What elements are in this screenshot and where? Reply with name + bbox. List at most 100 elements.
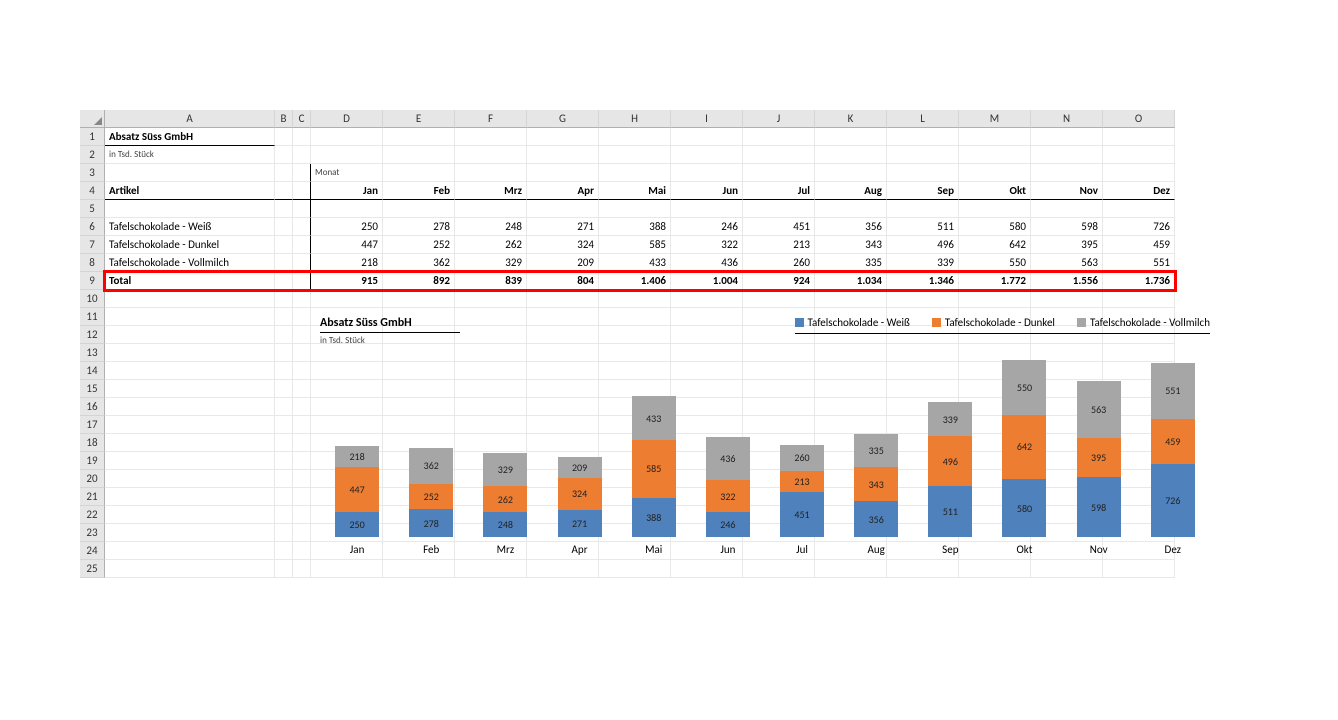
- cell[interactable]: [383, 164, 455, 182]
- cell[interactable]: [383, 128, 455, 146]
- cell[interactable]: 213: [743, 236, 815, 254]
- cell[interactable]: [455, 146, 527, 164]
- cell[interactable]: [275, 344, 293, 362]
- row-header-14[interactable]: 14: [80, 362, 105, 380]
- row-header-22[interactable]: 22: [80, 506, 105, 524]
- cell[interactable]: [293, 344, 311, 362]
- cell[interactable]: [815, 128, 887, 146]
- row-header-24[interactable]: 24: [80, 542, 105, 560]
- cell[interactable]: [671, 290, 743, 308]
- row-header-6[interactable]: 6: [80, 218, 105, 236]
- cell[interactable]: [815, 290, 887, 308]
- cell[interactable]: [105, 200, 275, 218]
- cell[interactable]: [105, 380, 275, 398]
- cell[interactable]: [293, 434, 311, 452]
- cell[interactable]: 209: [527, 254, 599, 272]
- row-header-11[interactable]: 11: [80, 308, 105, 326]
- cell[interactable]: [105, 434, 275, 452]
- col-header-J[interactable]: J: [743, 110, 815, 128]
- cell[interactable]: Mai: [599, 182, 671, 200]
- cell[interactable]: [599, 164, 671, 182]
- cell[interactable]: 356: [815, 218, 887, 236]
- col-header-F[interactable]: F: [455, 110, 527, 128]
- cell[interactable]: [105, 560, 275, 578]
- cell[interactable]: [1103, 146, 1175, 164]
- cell[interactable]: [599, 146, 671, 164]
- cell[interactable]: [815, 146, 887, 164]
- cell[interactable]: [815, 200, 887, 218]
- cell[interactable]: [275, 434, 293, 452]
- cell[interactable]: [293, 470, 311, 488]
- cell[interactable]: [105, 488, 275, 506]
- col-header-B[interactable]: B: [275, 110, 293, 128]
- cell[interactable]: [383, 146, 455, 164]
- cell[interactable]: [293, 506, 311, 524]
- cell[interactable]: [599, 200, 671, 218]
- cell[interactable]: Okt: [959, 182, 1031, 200]
- cell[interactable]: [1031, 164, 1103, 182]
- cell[interactable]: Mrz: [455, 182, 527, 200]
- row-header-10[interactable]: 10: [80, 290, 105, 308]
- cell[interactable]: [1031, 128, 1103, 146]
- row-header-3[interactable]: 3: [80, 164, 105, 182]
- cell[interactable]: [455, 290, 527, 308]
- cell[interactable]: [293, 290, 311, 308]
- cell[interactable]: Feb: [383, 182, 455, 200]
- cell[interactable]: 322: [671, 236, 743, 254]
- cell[interactable]: [1103, 200, 1175, 218]
- cell[interactable]: [275, 542, 293, 560]
- cell[interactable]: [743, 146, 815, 164]
- cell[interactable]: [275, 200, 293, 218]
- cell[interactable]: [275, 470, 293, 488]
- cell[interactable]: 252: [383, 236, 455, 254]
- row-header-17[interactable]: 17: [80, 416, 105, 434]
- cell[interactable]: 262: [455, 236, 527, 254]
- cell[interactable]: [275, 524, 293, 542]
- cell[interactable]: [105, 470, 275, 488]
- cell[interactable]: [599, 128, 671, 146]
- row-header-16[interactable]: 16: [80, 398, 105, 416]
- row-header-25[interactable]: 25: [80, 560, 105, 578]
- cell[interactable]: 511: [887, 218, 959, 236]
- cell[interactable]: [527, 290, 599, 308]
- cell[interactable]: 459: [1103, 236, 1175, 254]
- cell[interactable]: [275, 236, 293, 254]
- col-header-K[interactable]: K: [815, 110, 887, 128]
- cell[interactable]: [383, 290, 455, 308]
- cell[interactable]: [959, 146, 1031, 164]
- cell[interactable]: [311, 146, 383, 164]
- col-header-D[interactable]: D: [311, 110, 383, 128]
- cell[interactable]: [275, 218, 293, 236]
- cell[interactable]: [275, 254, 293, 272]
- cell[interactable]: 1.034: [815, 272, 887, 290]
- row-header-23[interactable]: 23: [80, 524, 105, 542]
- cell[interactable]: [1031, 200, 1103, 218]
- cell[interactable]: [275, 182, 293, 200]
- cell[interactable]: [105, 524, 275, 542]
- cell[interactable]: [293, 218, 311, 236]
- cell[interactable]: 839: [455, 272, 527, 290]
- cell[interactable]: 451: [743, 218, 815, 236]
- cell[interactable]: 362: [383, 254, 455, 272]
- cell[interactable]: [275, 146, 293, 164]
- col-header-H[interactable]: H: [599, 110, 671, 128]
- cell[interactable]: [293, 362, 311, 380]
- cell[interactable]: 1.772: [959, 272, 1031, 290]
- cell[interactable]: 388: [599, 218, 671, 236]
- row-header-7[interactable]: 7: [80, 236, 105, 254]
- cell[interactable]: [293, 398, 311, 416]
- cell[interactable]: 915: [311, 272, 383, 290]
- cell[interactable]: [275, 272, 293, 290]
- cell[interactable]: [887, 146, 959, 164]
- cell[interactable]: 563: [1031, 254, 1103, 272]
- cell[interactable]: [275, 380, 293, 398]
- col-header-M[interactable]: M: [959, 110, 1031, 128]
- cell[interactable]: [1031, 290, 1103, 308]
- cell[interactable]: Absatz Süss GmbH: [105, 128, 275, 146]
- cell[interactable]: [105, 164, 275, 182]
- cell[interactable]: [275, 290, 293, 308]
- cell[interactable]: 271: [527, 218, 599, 236]
- row-header-1[interactable]: 1: [80, 128, 105, 146]
- cell[interactable]: [293, 560, 311, 578]
- cell[interactable]: 324: [527, 236, 599, 254]
